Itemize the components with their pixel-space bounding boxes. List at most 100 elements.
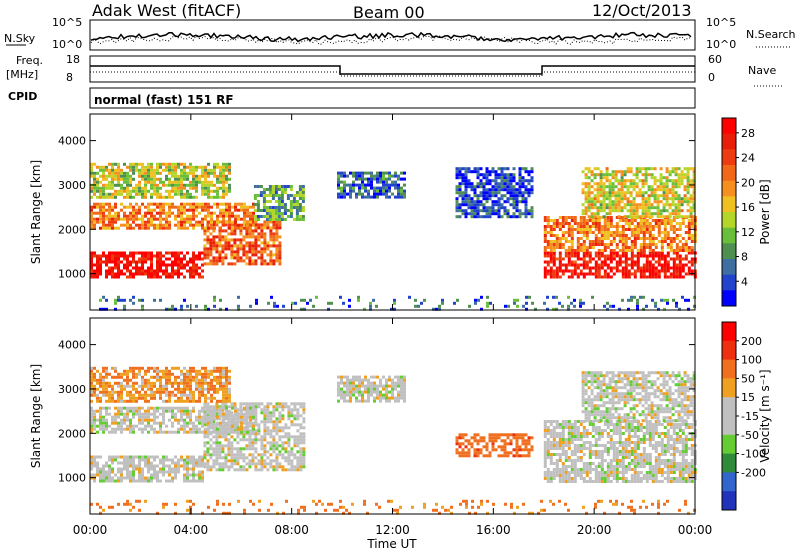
- data-cell: [120, 255, 123, 258]
- data-cell: [544, 261, 547, 264]
- data-cell: [604, 231, 607, 234]
- data-cell: [192, 480, 195, 483]
- data-cell: [616, 261, 619, 264]
- data-cell: [519, 176, 522, 179]
- data-cell: [144, 459, 147, 462]
- data-cell: [296, 212, 299, 215]
- data-cell: [216, 416, 219, 419]
- data-cell: [177, 178, 180, 181]
- data-cell: [652, 225, 655, 228]
- data-cell: [275, 408, 278, 411]
- data-cell: [207, 391, 210, 394]
- data-cell: [111, 187, 114, 190]
- data-cell: [171, 190, 174, 193]
- data-cell: [108, 172, 111, 175]
- data-cell: [96, 196, 99, 199]
- data-cell: [568, 216, 571, 219]
- data-cell: [574, 273, 577, 276]
- data-cell: [222, 376, 225, 379]
- data-cell: [676, 228, 679, 231]
- data-cell: [159, 397, 162, 400]
- data-cell: [99, 385, 102, 388]
- data-cell: [364, 172, 367, 175]
- data-cell: [553, 240, 556, 243]
- data-cell: [189, 413, 192, 416]
- data-cell: [206, 441, 209, 444]
- data-cell: [290, 200, 293, 203]
- data-cell: [126, 196, 129, 199]
- data-cell: [619, 231, 622, 234]
- data-cell: [215, 247, 218, 250]
- data-cell: [171, 367, 174, 370]
- data-cell: [147, 456, 150, 459]
- data-cell: [246, 221, 249, 224]
- data-cell: [236, 462, 239, 465]
- data-cell: [203, 462, 206, 465]
- data-cell: [93, 221, 96, 224]
- data-cell: [96, 190, 99, 193]
- data-cell: [278, 465, 281, 468]
- data-cell: [195, 178, 198, 181]
- data-cell: [138, 394, 141, 397]
- data-cell: [664, 231, 667, 234]
- data-cell: [108, 474, 111, 477]
- data-cell: [370, 196, 373, 199]
- data-cell: [275, 212, 278, 215]
- data-cell: [642, 194, 645, 197]
- data-cell: [556, 273, 559, 276]
- data-cell: [177, 261, 180, 264]
- data-cell: [114, 172, 117, 175]
- data-cell: [669, 191, 672, 194]
- data-cell: [582, 209, 585, 212]
- data-cell: [248, 441, 251, 444]
- data-cell: [459, 176, 462, 179]
- data-cell: [296, 206, 299, 209]
- data-cell: [327, 302, 330, 305]
- data-cell: [376, 187, 379, 190]
- data-cell: [594, 194, 597, 197]
- data-cell: [96, 206, 99, 209]
- data-cell: [580, 216, 583, 219]
- data-cell: [126, 172, 129, 175]
- data-cell: [657, 188, 660, 191]
- data-cell: [580, 219, 583, 222]
- data-cell: [129, 459, 132, 462]
- data-cell: [198, 206, 201, 209]
- data-cell: [210, 172, 213, 175]
- data-cell: [207, 388, 210, 391]
- data-cell: [299, 203, 302, 206]
- data-cell: [168, 465, 171, 468]
- data-cell: [625, 240, 628, 243]
- data-cell: [519, 167, 522, 170]
- data-cell: [633, 197, 636, 200]
- data-cell: [201, 172, 204, 175]
- data-cell: [177, 267, 180, 270]
- data-cell: [624, 182, 627, 185]
- data-cell: [373, 193, 376, 196]
- data-cell: [132, 468, 135, 471]
- data-cell: [597, 182, 600, 185]
- data-cell: [207, 373, 210, 376]
- data-cell: [245, 438, 248, 441]
- data-cell: [257, 209, 260, 212]
- data-cell: [123, 163, 126, 166]
- data-cell: [246, 413, 249, 416]
- data-cell: [254, 462, 257, 465]
- data-cell: [198, 276, 201, 279]
- data-cell: [213, 175, 216, 178]
- data-cell: [624, 179, 627, 182]
- data-cell: [616, 255, 619, 258]
- data-cell: [162, 203, 165, 206]
- data-cell: [174, 270, 177, 273]
- data-cell: [150, 462, 153, 465]
- data-cell: [105, 224, 108, 227]
- data-cell: [513, 185, 516, 188]
- data-cell: [580, 237, 583, 240]
- data-cell: [156, 456, 159, 459]
- data-cell: [224, 456, 227, 459]
- data-cell: [373, 196, 376, 199]
- data-cell: [498, 203, 501, 206]
- data-cell: [559, 267, 562, 270]
- data-cell: [483, 203, 486, 206]
- data-cell: [302, 194, 305, 197]
